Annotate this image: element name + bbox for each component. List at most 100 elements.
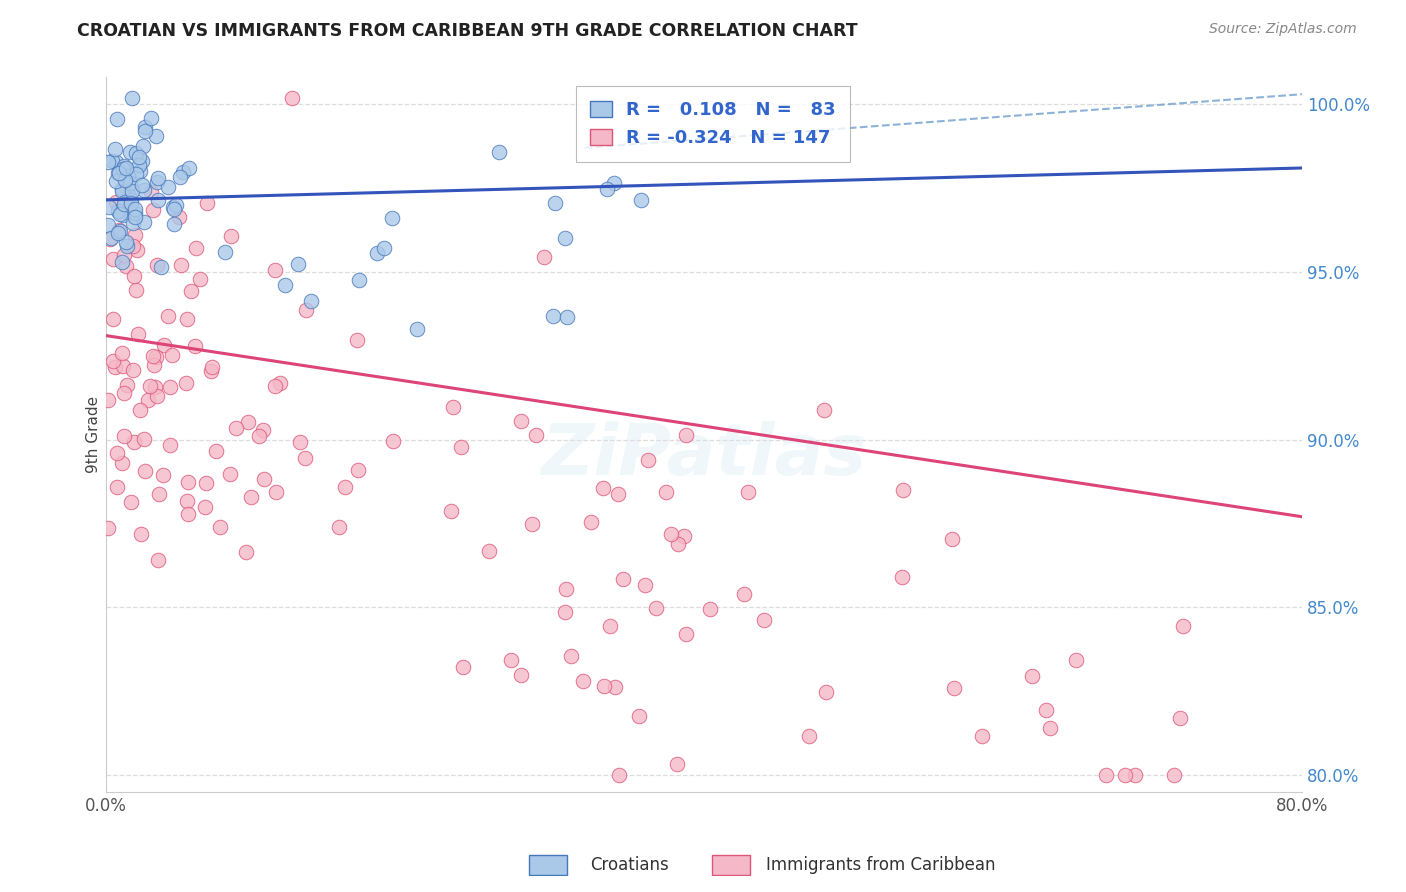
- Point: [239, 490, 262, 504]
- Text: CROATIAN VS IMMIGRANTS FROM CARIBBEAN 9TH GRADE CORRELATION CHART: CROATIAN VS IMMIGRANTS FROM CARIBBEAN 9T…: [77, 22, 858, 40]
- Point: [235, 544, 257, 558]
- Point: [520, 517, 543, 532]
- Point: [115, 235, 138, 249]
- Point: [111, 456, 134, 470]
- Point: [104, 359, 127, 374]
- Point: [148, 487, 170, 501]
- Point: [107, 166, 129, 180]
- Point: [131, 178, 153, 192]
- Point: [219, 467, 242, 481]
- Point: [253, 472, 276, 486]
- Point: [117, 169, 139, 183]
- Point: [145, 351, 167, 365]
- Point: [134, 464, 156, 478]
- Text: ZiPatlas: ZiPatlas: [541, 422, 866, 491]
- Point: [111, 161, 134, 176]
- Point: [264, 379, 287, 393]
- Point: [299, 293, 322, 308]
- Point: [555, 310, 578, 324]
- Point: [97, 521, 120, 535]
- Point: [488, 145, 510, 160]
- Point: [599, 619, 621, 633]
- Point: [152, 468, 174, 483]
- Point: [188, 272, 211, 286]
- Point: [734, 587, 756, 601]
- Point: [162, 200, 184, 214]
- Point: [633, 578, 655, 592]
- Point: [148, 553, 170, 567]
- Point: [160, 348, 183, 362]
- Point: [602, 177, 624, 191]
- Point: [159, 438, 181, 452]
- Point: [654, 485, 676, 500]
- Point: [699, 601, 721, 615]
- Point: [97, 219, 120, 233]
- Point: [659, 527, 682, 541]
- Point: [142, 349, 165, 363]
- Point: [112, 196, 135, 211]
- Point: [592, 679, 614, 693]
- Point: [112, 428, 135, 442]
- Point: [111, 181, 134, 195]
- Point: [97, 392, 120, 407]
- Point: [146, 175, 169, 189]
- Point: [406, 321, 429, 335]
- Point: [1170, 711, 1192, 725]
- Point: [101, 354, 124, 368]
- Point: [101, 252, 124, 266]
- Point: [122, 269, 145, 284]
- Point: [644, 601, 666, 615]
- Point: [603, 680, 626, 694]
- Point: [124, 227, 146, 242]
- Point: [146, 258, 169, 272]
- Point: [98, 232, 121, 246]
- Point: [121, 184, 143, 198]
- Y-axis label: 9th Grade: 9th Grade: [86, 396, 101, 473]
- Point: [443, 401, 465, 415]
- Point: [737, 484, 759, 499]
- Point: [630, 193, 652, 207]
- Point: [451, 660, 474, 674]
- Point: [294, 302, 316, 317]
- Point: [541, 309, 564, 323]
- Point: [142, 202, 165, 217]
- Point: [115, 161, 138, 175]
- Point: [124, 434, 146, 449]
- Point: [131, 153, 153, 168]
- Point: [252, 424, 274, 438]
- Point: [139, 185, 162, 199]
- Point: [146, 170, 169, 185]
- Text: Croatians: Croatians: [591, 855, 669, 873]
- Point: [114, 194, 136, 209]
- Point: [288, 434, 311, 449]
- Point: [112, 248, 135, 262]
- Point: [797, 729, 820, 743]
- Point: [146, 389, 169, 403]
- Point: [128, 164, 150, 178]
- Point: [373, 241, 395, 255]
- Point: [238, 415, 260, 429]
- Point: [176, 493, 198, 508]
- Point: [607, 487, 630, 501]
- Point: [125, 146, 148, 161]
- Point: [120, 193, 142, 207]
- Point: [891, 483, 914, 498]
- Point: [176, 376, 198, 390]
- Point: [366, 245, 388, 260]
- Point: [287, 257, 309, 271]
- Point: [675, 427, 697, 442]
- Point: [560, 648, 582, 663]
- Point: [111, 184, 134, 198]
- Point: [247, 428, 270, 442]
- Point: [118, 176, 141, 190]
- Point: [132, 183, 155, 197]
- Point: [105, 174, 128, 188]
- Point: [138, 379, 160, 393]
- Point: [105, 195, 128, 210]
- Point: [141, 111, 163, 125]
- Point: [124, 206, 146, 220]
- Point: [122, 239, 145, 253]
- Point: [554, 582, 576, 596]
- Point: [180, 285, 202, 299]
- Point: [129, 527, 152, 541]
